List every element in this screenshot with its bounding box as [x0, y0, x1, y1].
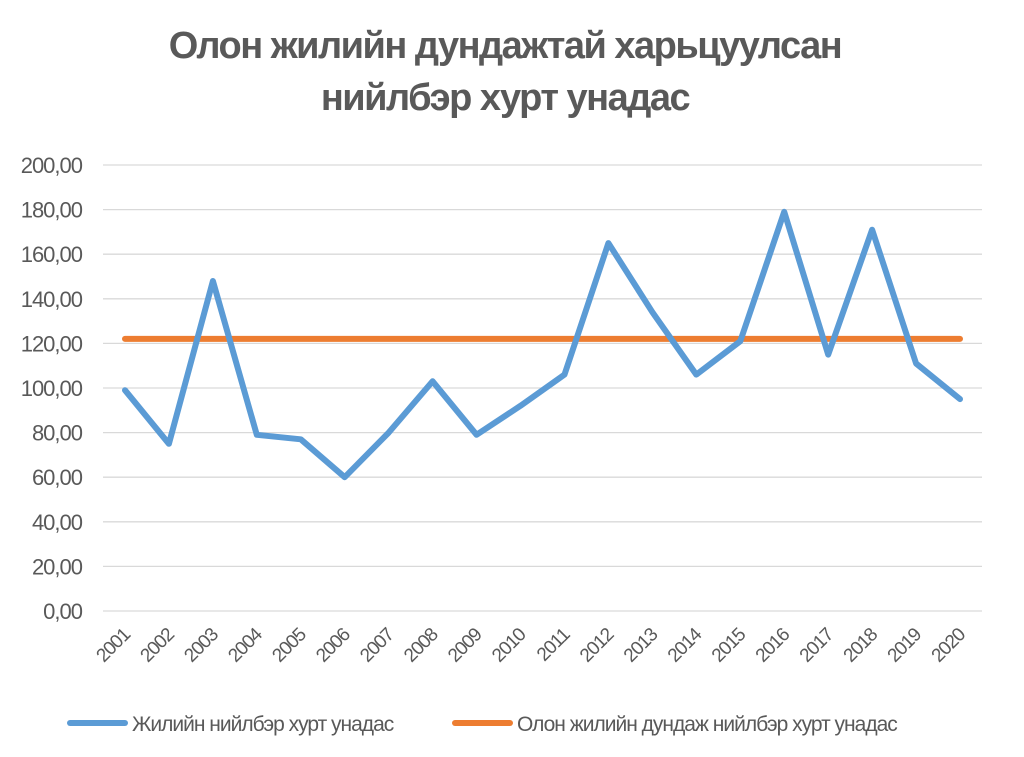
- chart-title-line-2: нийлбэр хурт унадас: [321, 77, 691, 119]
- x-tick-label: 2008: [400, 624, 442, 666]
- x-tick-label: 2011: [533, 624, 574, 665]
- x-tick-label: 2009: [444, 624, 486, 666]
- x-tick-label: 2004: [224, 624, 267, 667]
- x-tick-label: 2003: [180, 624, 222, 666]
- y-tick-label: 100,00: [21, 376, 83, 401]
- x-tick-label: 2019: [884, 624, 926, 666]
- y-tick-label: 80,00: [32, 421, 83, 446]
- y-tick-label: 60,00: [32, 465, 83, 490]
- y-tick-label: 180,00: [21, 198, 83, 223]
- x-tick-label: 2014: [664, 624, 707, 667]
- y-tick-label: 40,00: [32, 510, 83, 535]
- legend-label: Олон жилийн дундаж нийлбэр хурт унадас: [517, 713, 897, 736]
- x-tick-label: 2018: [840, 624, 882, 666]
- y-tick-label: 140,00: [21, 287, 83, 312]
- x-tick-label: 2012: [576, 624, 618, 666]
- legend-label: Жилийн нийлбэр хурт унадас: [132, 713, 394, 736]
- x-tick-label: 2007: [356, 624, 398, 666]
- series-lines: [122, 208, 963, 481]
- x-tick-label: 2002: [137, 624, 179, 666]
- legend: Жилийн нийлбэр хурт унадас Олон жилийн ду…: [67, 713, 898, 736]
- y-axis-ticks: 0,00 20,00 40,00 60,00 80,00 100,00 120,00 140,…: [21, 153, 84, 624]
- x-tick-label: 2017: [796, 624, 838, 666]
- x-tick-label: 2020: [928, 624, 970, 666]
- x-tick-label: 2010: [488, 624, 530, 666]
- y-tick-label: 0,00: [43, 599, 83, 624]
- y-tick-label: 200,00: [21, 153, 83, 178]
- x-tick-label: 2005: [268, 624, 310, 666]
- x-tick-label: 2006: [312, 624, 354, 666]
- x-tick-label: 2013: [620, 624, 662, 666]
- x-axis-ticks: 2001 2002 2003 2004 2005 2006 2007 2008 2009 2010…: [93, 624, 970, 667]
- y-tick-label: 20,00: [32, 554, 83, 579]
- series-line-0: [122, 208, 963, 481]
- y-tick-label: 120,00: [21, 331, 83, 356]
- chart-title-line-1: Олон жилийн дундажтай харьцуулсан: [169, 25, 841, 67]
- x-tick-label: 2001: [93, 624, 135, 666]
- x-tick-label: 2016: [752, 624, 794, 666]
- y-tick-label: 160,00: [21, 242, 83, 267]
- x-tick-label: 2015: [708, 624, 750, 666]
